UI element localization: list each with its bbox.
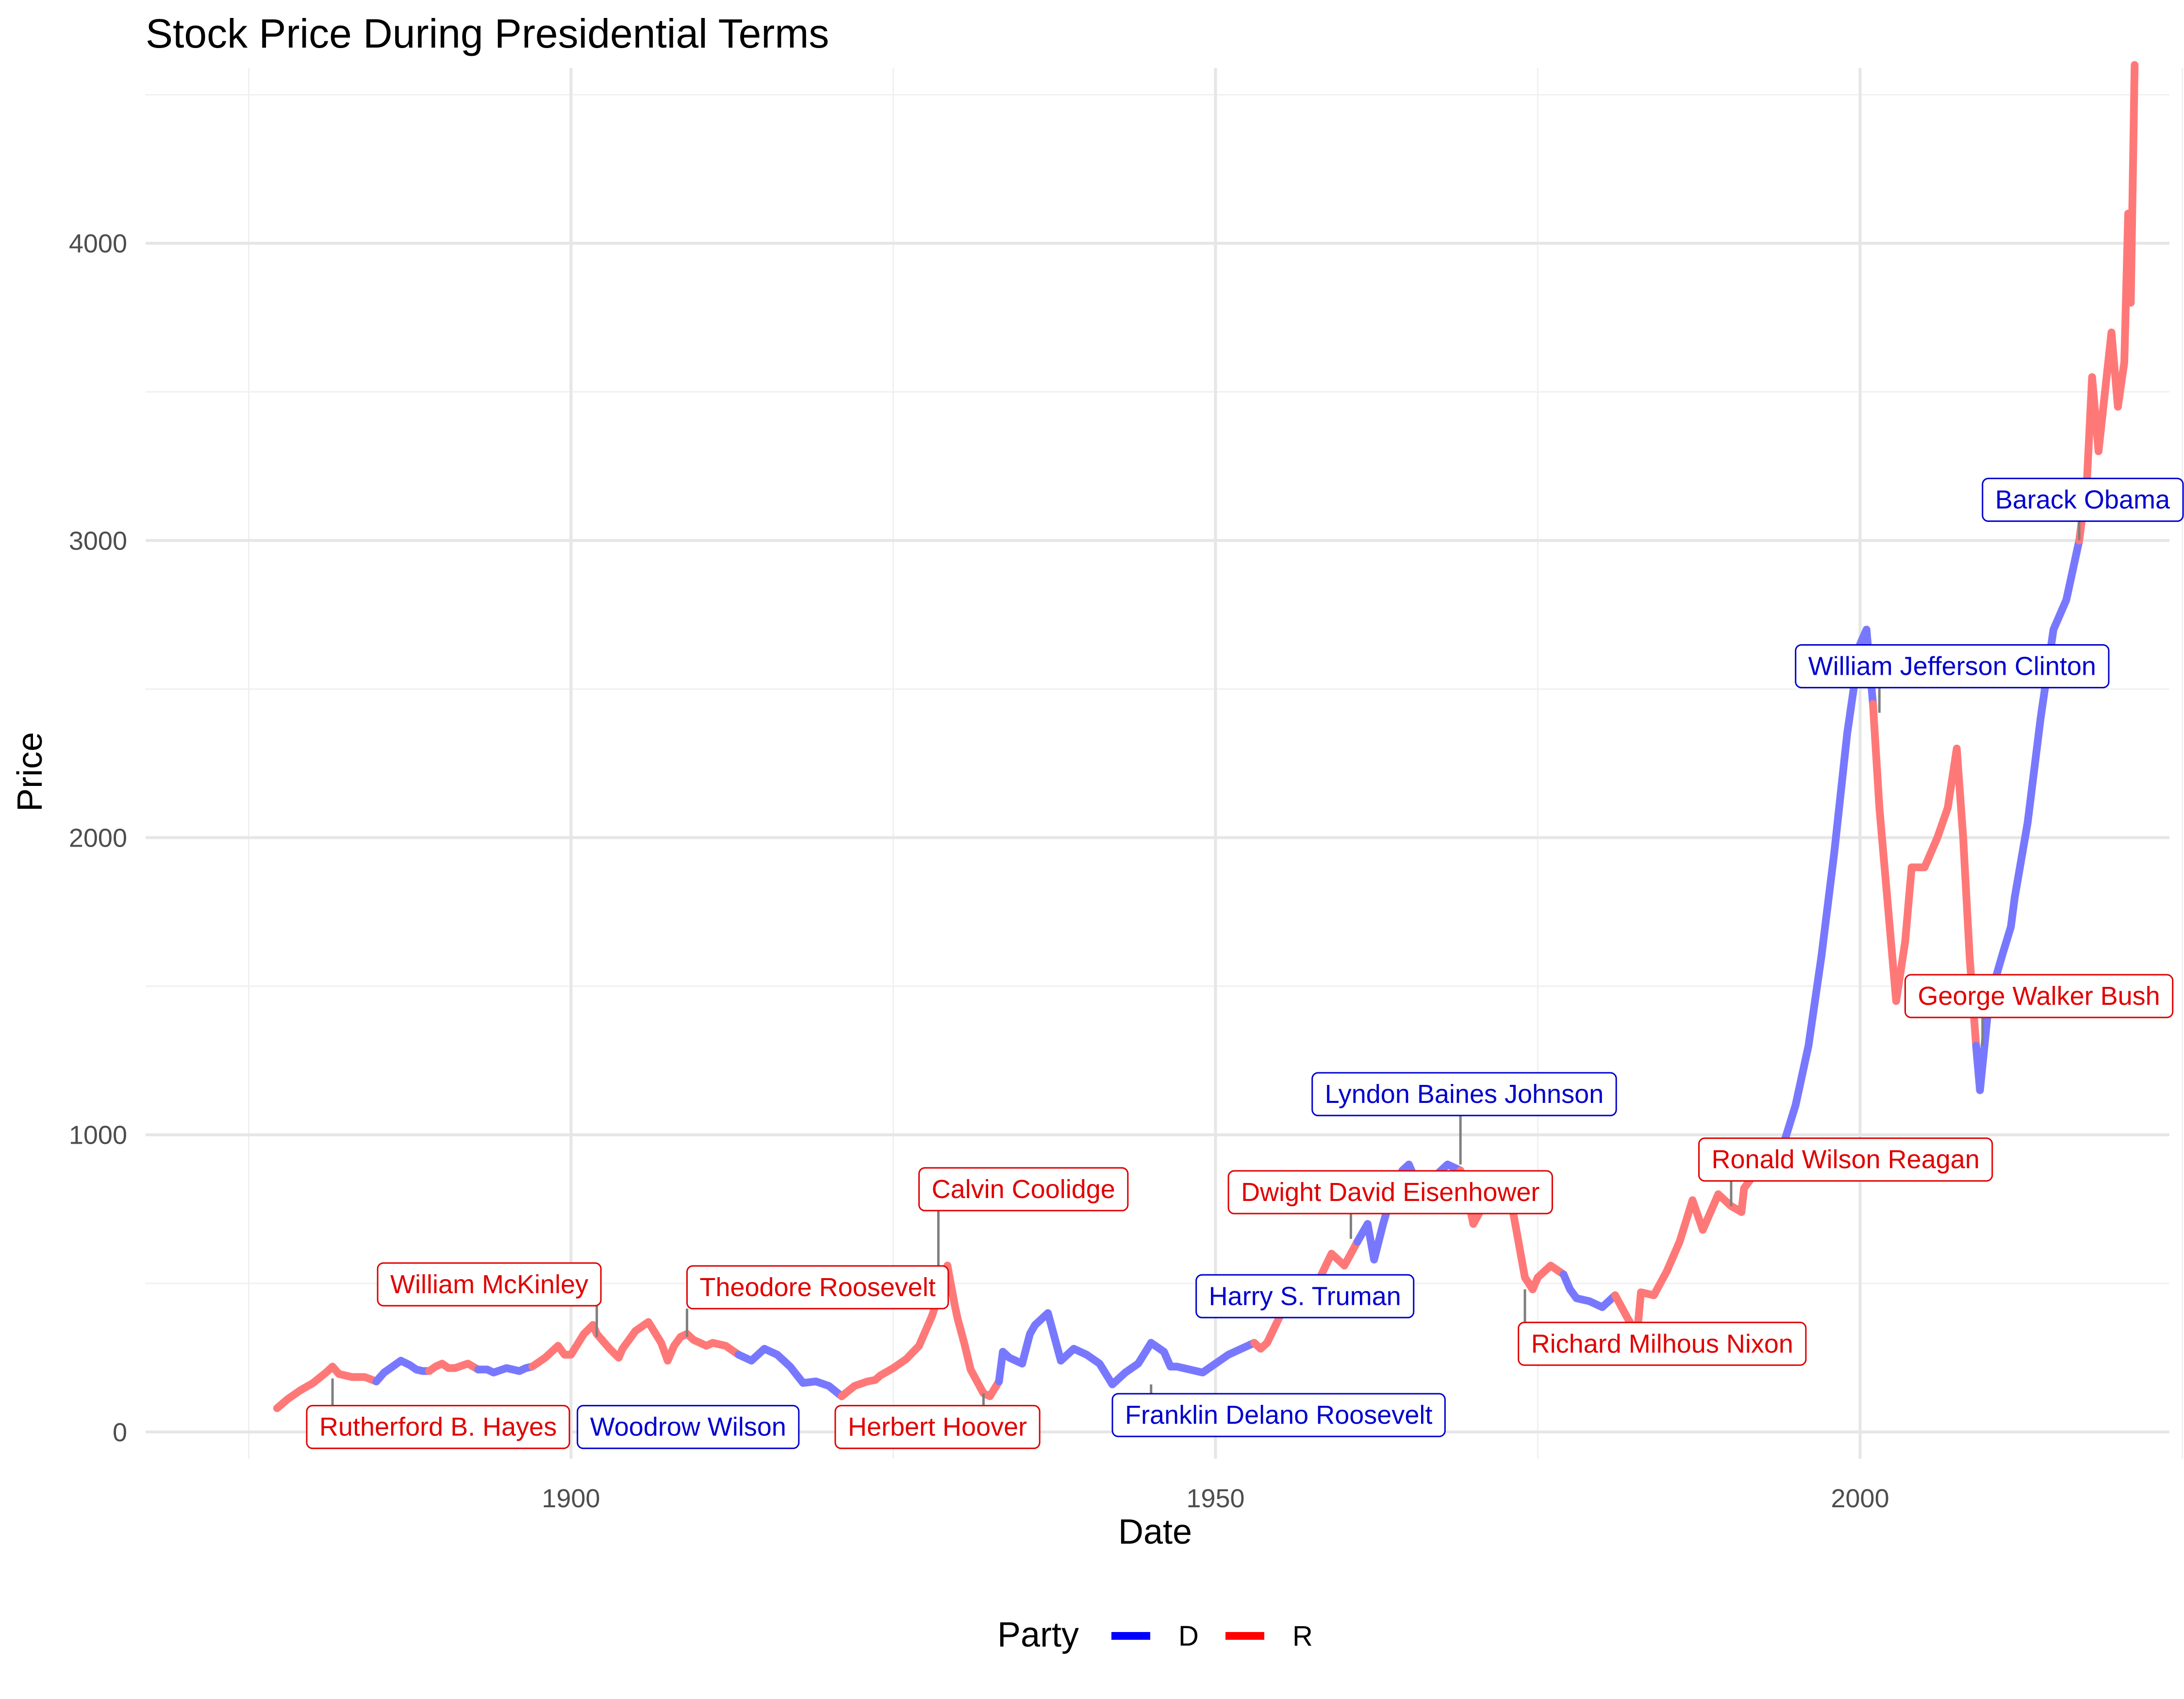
label-box xyxy=(1795,644,2110,688)
y-tick-label: 4000 xyxy=(69,229,127,258)
y-tick-label: 2000 xyxy=(69,824,127,853)
series-line-r xyxy=(425,1360,482,1375)
legend-title: Party xyxy=(997,1616,1079,1654)
label-box xyxy=(1698,1137,1993,1182)
y-tick-label: 3000 xyxy=(69,526,127,555)
series-line-r xyxy=(589,1318,691,1365)
label-box xyxy=(1195,1274,1415,1318)
president-label-text: Lyndon Baines Johnson xyxy=(1325,1080,1604,1109)
legend: Party D R xyxy=(997,1616,1313,1654)
president-label-text: Rutherford B. Hayes xyxy=(319,1413,557,1442)
series-line-r xyxy=(1611,1190,1722,1338)
president-labels: Rutherford B. Hayes William McKinley Theod… xyxy=(306,478,2184,1449)
series-line-d xyxy=(734,1345,846,1400)
president-label-text: Richard Milhous Nixon xyxy=(1531,1329,1793,1358)
president-label: Ronald Wilson Reagan xyxy=(1698,1137,1993,1182)
president-label-text: Theodore Roosevelt xyxy=(700,1273,936,1302)
y-tick-label: 0 xyxy=(113,1418,127,1447)
series-line-d xyxy=(1147,1339,1258,1377)
president-label: Dwight David Eisenhower xyxy=(1227,1170,1553,1215)
label-box xyxy=(1111,1393,1446,1437)
series-line-d xyxy=(1972,536,2084,1094)
label-box xyxy=(918,1167,1129,1212)
label-box xyxy=(686,1265,949,1310)
series-line-d xyxy=(995,1309,1155,1388)
president-label-text: Ronald Wilson Reagan xyxy=(1712,1145,1980,1174)
price-series xyxy=(273,61,2139,1412)
label-box xyxy=(1227,1170,1553,1215)
president-label-text: Barack Obama xyxy=(1995,485,2170,515)
label-box xyxy=(1311,1072,1617,1116)
x-axis-title: Date xyxy=(1118,1513,1192,1551)
president-label-text: William McKinley xyxy=(390,1270,588,1299)
x-tick-label: 1950 xyxy=(1186,1484,1244,1513)
label-box xyxy=(306,1405,570,1449)
y-axis-title: Price xyxy=(11,732,50,812)
president-label-text: Herbert Hoover xyxy=(848,1413,1027,1442)
legend-label-r: R xyxy=(1292,1620,1313,1652)
x-tick-label: 1900 xyxy=(542,1484,600,1513)
series-line-r xyxy=(273,1363,381,1412)
x-tick-labels: 1900 1950 2000 xyxy=(542,1484,1889,1513)
y-tick-labels: 0 1000 2000 3000 4000 xyxy=(69,229,127,1447)
president-label: Herbert Hoover xyxy=(834,1405,1041,1449)
president-label: Lyndon Baines Johnson xyxy=(1311,1072,1617,1116)
president-label: Calvin Coolidge xyxy=(918,1167,1129,1212)
x-tick-label: 2000 xyxy=(1831,1484,1889,1513)
president-label: Richard Milhous Nixon xyxy=(1518,1321,1807,1366)
president-label-text: George Walker Bush xyxy=(1918,982,2160,1011)
label-box xyxy=(377,1262,602,1307)
series-line-d xyxy=(1559,1270,1619,1311)
chart-title: Stock Price During Presidential Terms xyxy=(146,11,829,56)
president-label: Rutherford B. Hayes xyxy=(306,1405,570,1449)
label-leaders xyxy=(331,521,2081,1406)
president-label: George Walker Bush xyxy=(1904,974,2174,1018)
president-label-text: Dwight David Eisenhower xyxy=(1241,1178,1539,1207)
y-tick-label: 1000 xyxy=(69,1121,127,1150)
president-label: Franklin Delano Roosevelt xyxy=(1111,1393,1446,1437)
label-box xyxy=(1518,1321,1807,1366)
president-label-text: William Jefferson Clinton xyxy=(1808,651,2096,681)
series-line-r xyxy=(943,1262,1003,1400)
series-line-r xyxy=(1869,700,1980,1050)
label-box xyxy=(834,1405,1041,1449)
label-box xyxy=(1904,974,2174,1018)
president-label: William McKinley xyxy=(377,1262,602,1307)
series-line-d xyxy=(474,1363,536,1377)
major-grid xyxy=(146,68,2169,1459)
label-box xyxy=(577,1405,800,1449)
president-label: William Jefferson Clinton xyxy=(1795,644,2110,688)
president-label: Harry S. Truman xyxy=(1195,1274,1415,1318)
series-line-d xyxy=(372,1357,433,1385)
president-label: Woodrow Wilson xyxy=(577,1405,800,1449)
label-box xyxy=(1982,478,2184,522)
president-label-text: Franklin Delano Roosevelt xyxy=(1125,1400,1432,1430)
legend-label-d: D xyxy=(1178,1620,1199,1652)
series-line-r xyxy=(683,1330,743,1359)
series-line-r xyxy=(2075,61,2139,545)
series-line-r xyxy=(528,1321,597,1371)
series-line-r xyxy=(838,1376,879,1400)
series-line-d xyxy=(1766,626,1877,1157)
president-label-text: Harry S. Truman xyxy=(1209,1282,1401,1311)
president-label: Theodore Roosevelt xyxy=(686,1265,949,1310)
series-line-r xyxy=(1528,1262,1568,1294)
president-label: Barack Obama xyxy=(1982,478,2184,522)
president-label-text: Calvin Coolidge xyxy=(932,1175,1115,1204)
president-label-text: Woodrow Wilson xyxy=(590,1413,786,1442)
